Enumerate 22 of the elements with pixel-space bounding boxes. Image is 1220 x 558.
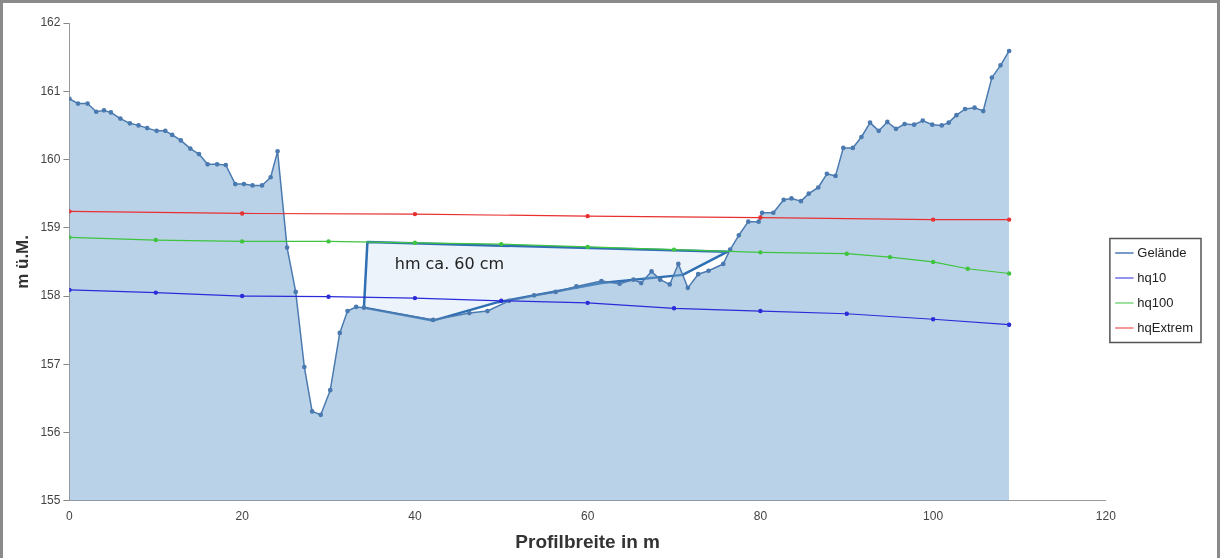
x-axis-title: Profilbreite in m bbox=[515, 530, 660, 552]
y-tick-label: 156 bbox=[40, 424, 61, 439]
y-tick-label: 159 bbox=[40, 220, 61, 235]
y-tick-label: 161 bbox=[40, 83, 61, 98]
x-tick-label: 60 bbox=[580, 509, 595, 524]
y-tick-label: 160 bbox=[40, 151, 61, 166]
annotation: hm ca. 60 cm bbox=[394, 254, 505, 274]
legend-label: hqExtrem bbox=[1137, 319, 1194, 335]
legend-label: Gelände bbox=[1137, 244, 1187, 260]
x-tick-label: 20 bbox=[235, 509, 250, 524]
y-tick-label: 157 bbox=[40, 356, 61, 371]
x-tick-label: 120 bbox=[1095, 509, 1117, 524]
y-tick-label: 158 bbox=[40, 288, 61, 303]
x-tick-label: 0 bbox=[66, 509, 74, 524]
legend-label: hq10 bbox=[1137, 269, 1167, 285]
x-tick-label: 80 bbox=[753, 509, 768, 524]
y-tick-label: 162 bbox=[40, 15, 61, 30]
y-tick-label: 155 bbox=[40, 493, 61, 508]
legend-label: hq100 bbox=[1137, 294, 1174, 310]
x-tick-label: 40 bbox=[408, 509, 422, 524]
x-tick-label: 100 bbox=[923, 509, 944, 524]
y-axis-title: m ü.M. bbox=[12, 234, 32, 289]
